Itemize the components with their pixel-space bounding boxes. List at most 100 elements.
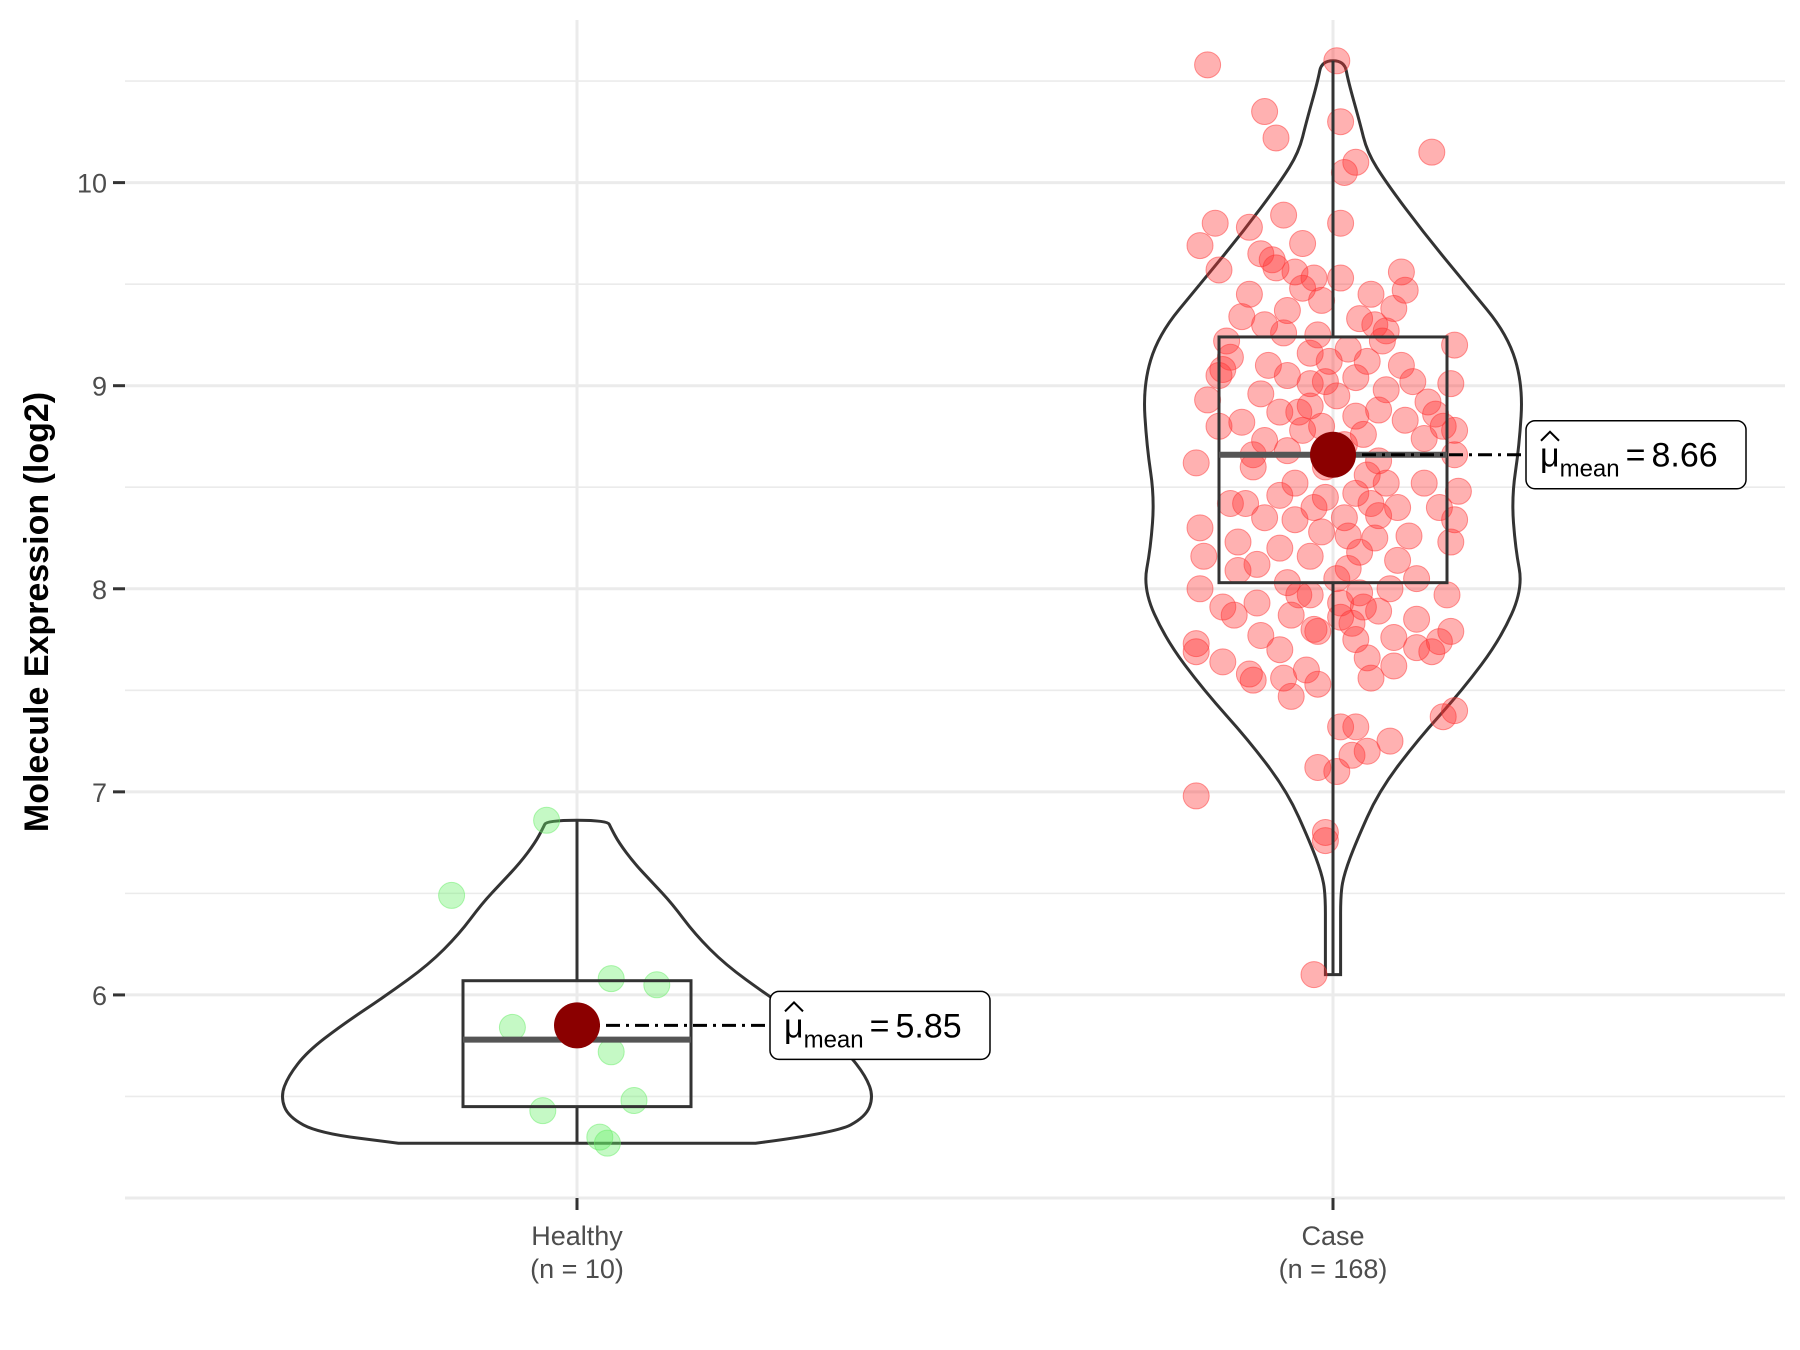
data-point-case [1266,398,1294,426]
data-point-case [1380,624,1408,652]
mean-label-healthy: μmean = 5.85 [784,1007,962,1053]
data-point-case [1353,347,1381,375]
data-point-case [1300,961,1328,989]
data-point-case [1216,489,1244,517]
data-point-case [1304,617,1332,645]
data-point-case [1220,601,1248,629]
data-point-case [1418,138,1446,166]
data-point-case [1349,593,1377,621]
data-point-case [1429,703,1457,731]
hat-accent [1540,430,1560,442]
data-point-case [1323,565,1351,593]
data-point-case [1311,483,1339,511]
data-point-case [1410,469,1438,497]
x-tick-label-case: Case [1301,1221,1364,1251]
data-point-case [1182,782,1210,810]
y-tick-label: 6 [92,981,107,1011]
data-point-case [1277,601,1305,629]
data-point-case [1182,630,1210,658]
data-point-case [1224,528,1252,556]
data-point-case [1273,362,1301,390]
data-point-case [1186,575,1214,603]
data-point-case [1209,648,1237,676]
y-tick-label: 8 [92,575,107,605]
data-point-case [1281,469,1309,497]
data-point-case [1403,565,1431,593]
data-point-case [1437,528,1465,556]
data-point-case [1357,664,1385,692]
data-point-case [1357,280,1385,308]
data-point-case [1247,380,1275,408]
data-point-case [1235,280,1263,308]
data-point-case [1258,246,1286,274]
data-point-case [1304,670,1332,698]
data-point-case [1353,737,1381,765]
data-point-case [1391,406,1419,434]
data-point-case [1186,232,1214,260]
data-point-case [1289,416,1317,444]
data-point-case [1410,424,1438,452]
data-point-case [1190,542,1218,570]
data-point-case [1209,593,1237,621]
data-point-case [1342,148,1370,176]
data-point-healthy [597,1038,625,1066]
data-point-case [1444,477,1472,505]
data-point-case [1273,297,1301,325]
data-point-case [1346,305,1374,333]
axes: Healthy(n = 10) Case(n = 168) 6 7 8 9 10 [77,169,1387,1284]
data-point-case [1300,264,1328,292]
data-point-case [1205,256,1233,284]
data-point-case [1384,546,1412,574]
data-point-case [1296,542,1324,570]
box-case [1217,335,1449,585]
data-point-case [1315,347,1343,375]
data-point-healthy [620,1087,648,1115]
data-point-case [1201,209,1229,237]
data-point-case [1342,364,1370,392]
x-tick-n-label-case: (n = 168) [1279,1254,1388,1284]
y-axis-title: Molecule Expression (log2) [18,392,56,832]
data-point-case [1194,51,1222,79]
y-tick-label: 9 [92,372,107,402]
data-point-case [1342,713,1370,741]
box-healthy [461,979,693,1109]
data-point-case [1311,368,1339,396]
data-point-case [1403,634,1431,662]
data-point-case [1182,638,1210,666]
data-point-case [1368,327,1396,355]
mean-label-case: μmean = 8.66 [1540,437,1718,483]
data-point-case [1353,644,1381,672]
data-point-healthy [529,1097,557,1125]
data-point-healthy [498,1013,526,1041]
data-point-case [1247,621,1275,649]
mean-label-box-healthy [769,990,991,1061]
data-point-case [1365,597,1393,625]
data-point-case [1372,376,1400,404]
data-point-case [1433,581,1461,609]
hat-accent [784,1000,804,1013]
data-point-case [1395,522,1423,550]
data-point-case [1308,286,1336,314]
data-point-case [1330,504,1358,532]
data-point-case [1186,514,1214,542]
data-point-case [1380,652,1408,680]
data-point-case [1304,321,1332,349]
data-point-case [1330,158,1358,186]
data-point-case [1251,504,1279,532]
data-point-case [1365,502,1393,530]
data-point-case [1346,538,1374,566]
data-point-case [1323,47,1351,75]
data-point-case [1243,589,1271,617]
data-point-case [1266,534,1294,562]
mean-label-box-case [1525,419,1747,490]
data-point-case [1296,370,1324,398]
data-point-case [1399,368,1427,396]
data-point-case [1418,638,1446,666]
data-point-case [1182,449,1210,477]
data-point-case [1300,494,1328,522]
data-point-case [1224,556,1252,584]
data-point-case [1403,605,1431,633]
data-point-case [1266,636,1294,664]
